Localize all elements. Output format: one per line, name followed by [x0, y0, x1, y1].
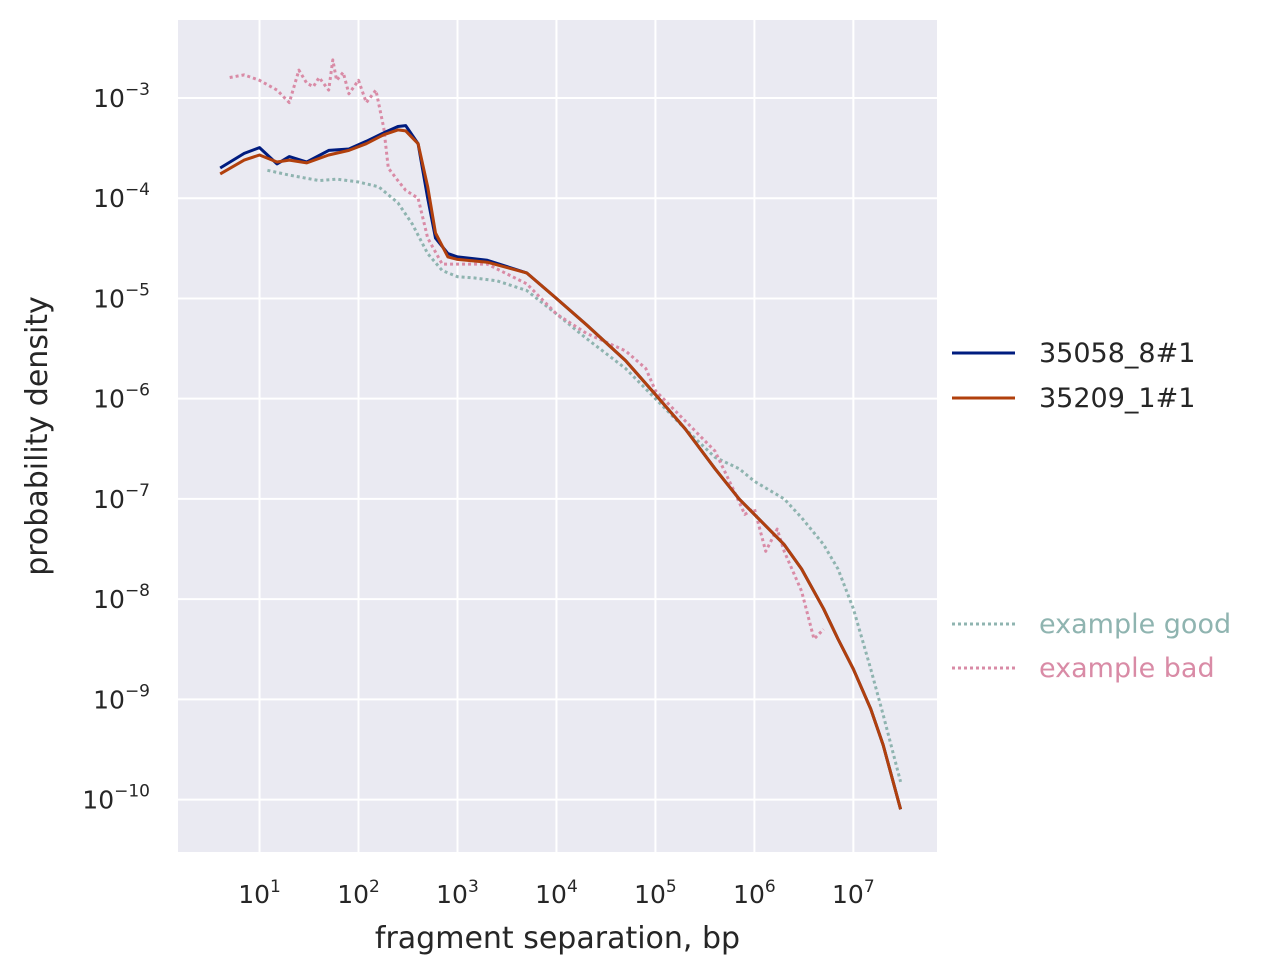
y-axis-ticks: 10−3 10−4 10−5 10−6 10−7 10−8 10−9 10−10 [82, 80, 150, 815]
legend-label: 35209_1#1 [1039, 383, 1195, 414]
x-tick-label: 104 [535, 877, 578, 909]
plot-background [178, 20, 937, 852]
x-axis-ticks: 101 102 103 104 105 106 107 [238, 877, 874, 909]
x-tick-label: 106 [733, 877, 776, 909]
y-tick-label: 10−10 [82, 782, 150, 815]
x-tick-label: 105 [634, 877, 677, 909]
grid [178, 20, 937, 852]
y-tick-label: 10−5 [93, 280, 150, 313]
x-tick-label: 103 [436, 877, 479, 909]
legend-label: 35058_8#1 [1039, 338, 1195, 369]
y-tick-label: 10−6 [93, 381, 150, 414]
series-line-example-bad [229, 58, 825, 641]
y-tick-label: 10−3 [93, 80, 150, 113]
series-line-example-good [267, 168, 903, 783]
legend-label: example good [1039, 609, 1231, 640]
y-tick-label: 10−4 [93, 180, 150, 213]
y-tick-label: 10−9 [93, 681, 150, 714]
y-tick-label: 10−7 [93, 481, 150, 514]
x-tick-label: 107 [832, 877, 875, 909]
x-tick-label: 102 [337, 877, 380, 909]
y-tick-label: 10−8 [93, 581, 150, 614]
series-line-35209-1-1 [219, 128, 903, 810]
series-layer [219, 58, 903, 810]
x-tick-label: 101 [238, 877, 281, 909]
legend-label: example bad [1039, 653, 1215, 684]
y-axis-title: probability density [20, 296, 55, 576]
x-axis-title: fragment separation, bp [375, 921, 740, 956]
